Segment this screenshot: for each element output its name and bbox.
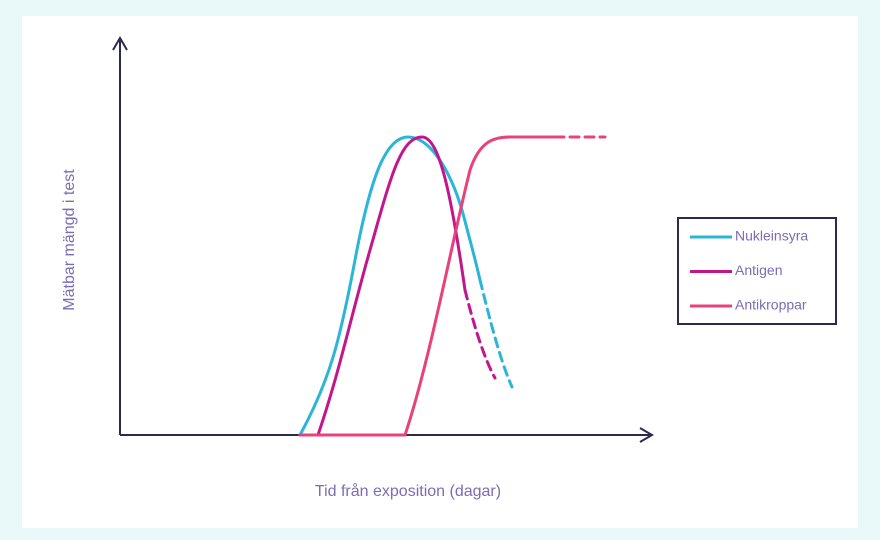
y-arrow xyxy=(112,36,128,51)
curve xyxy=(298,135,482,437)
legend-label: Antigen xyxy=(735,262,782,278)
curves xyxy=(298,135,607,437)
curve xyxy=(316,135,467,437)
x-arrow xyxy=(639,427,654,443)
x-axis-label: Tid från exposition (dagar) xyxy=(315,482,501,500)
curve-dashed xyxy=(463,288,497,380)
legend-label: Nukleinsyra xyxy=(735,228,808,244)
curve-dashed xyxy=(478,278,514,389)
curve xyxy=(298,135,557,437)
legend-label: Antikroppar xyxy=(735,297,807,313)
legend: Nukleinsyra Antigen Antikroppar xyxy=(690,228,808,313)
y-axis-label: Mätbar mängd i test xyxy=(61,169,78,311)
